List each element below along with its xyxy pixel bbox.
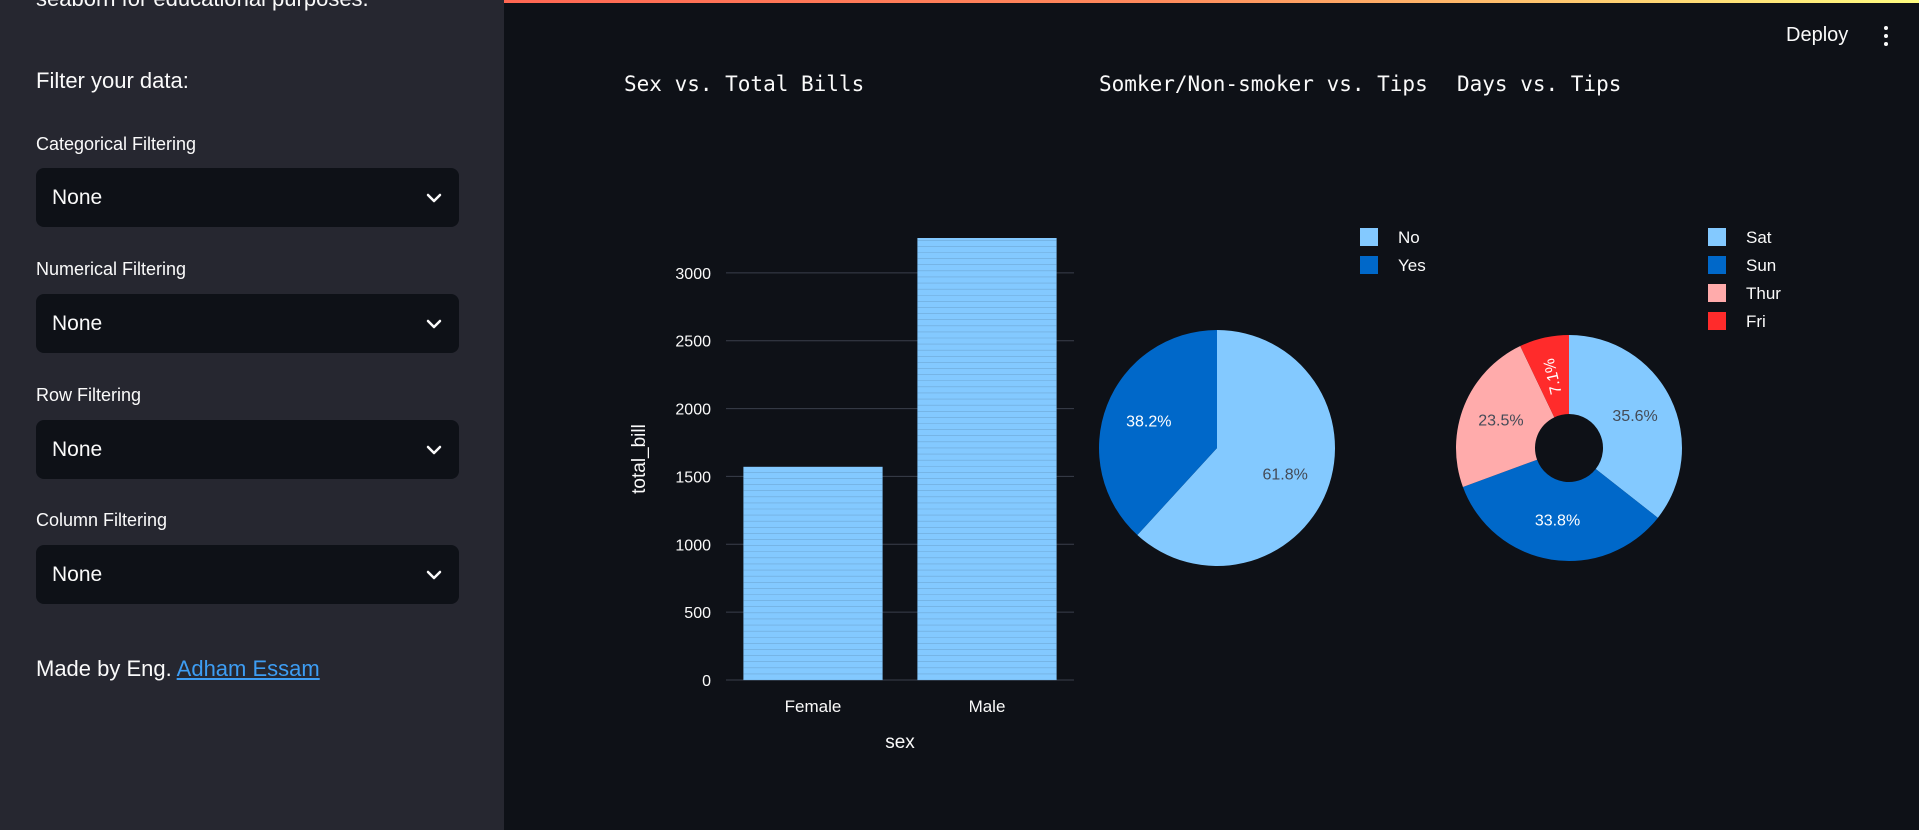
chevron-down-icon <box>425 566 443 584</box>
pie-slice-sat[interactable] <box>1569 335 1682 518</box>
slice-value-label: 38.2% <box>1126 413 1171 430</box>
slice-value-label: 23.5% <box>1478 412 1523 429</box>
legend-label: Thur <box>1746 284 1781 303</box>
legend-swatch <box>1708 228 1726 246</box>
legend-label: No <box>1398 228 1420 247</box>
legend-label: Sat <box>1746 228 1772 247</box>
y-tick-label: 0 <box>702 673 711 690</box>
bar-chart-title: Sex vs. Total Bills <box>624 72 865 96</box>
chevron-down-icon <box>425 189 443 207</box>
chevron-down-icon <box>425 315 443 333</box>
column-filter-label: Column Filtering <box>36 510 168 530</box>
y-tick-label: 500 <box>684 605 711 622</box>
row-filter-select[interactable]: None <box>36 420 459 479</box>
categorical-filter-label: Categorical Filtering <box>36 134 197 154</box>
y-axis-title: total_bill <box>629 424 650 494</box>
slice-value-label: 61.8% <box>1263 467 1308 484</box>
select-value: None <box>52 185 103 209</box>
legend-swatch <box>1360 228 1378 246</box>
main-menu-icon[interactable] <box>1874 22 1898 50</box>
y-tick-label: 2500 <box>675 334 711 351</box>
bar-male[interactable] <box>917 238 1057 680</box>
deploy-button[interactable]: Deploy <box>1786 23 1849 46</box>
filter-heading: Filter your data: <box>36 68 189 93</box>
x-axis-title: sex <box>885 732 915 753</box>
select-value: None <box>52 562 103 586</box>
numerical-filter-label: Numerical Filtering <box>36 259 187 279</box>
sidebar: seaborn for educational purposes. Filter… <box>0 0 504 830</box>
smoker-pie-chart: 61.8% 38.2% No Yes <box>1099 228 1426 566</box>
categorical-filter-select[interactable]: None <box>36 168 459 227</box>
top-decoration-bar <box>0 0 1919 3</box>
author-link[interactable]: Adham Essam <box>176 656 320 681</box>
sidebar-description: seaborn for educational purposes. <box>36 0 369 12</box>
y-tick-label: 3000 <box>675 266 711 283</box>
y-tick-label: 1500 <box>675 469 711 486</box>
numerical-filter-select[interactable]: None <box>36 294 459 353</box>
legend-label: Sun <box>1746 256 1776 275</box>
x-tick-label: Male <box>969 697 1006 716</box>
pie-slice-sun[interactable] <box>1462 459 1658 561</box>
x-tick-label: Female <box>785 697 842 716</box>
pie-slice-thur[interactable] <box>1456 346 1555 487</box>
days-pie-title: Days vs. Tips <box>1457 72 1622 96</box>
legend-swatch <box>1360 256 1378 274</box>
bar-chart: 0 500 1000 1500 2000 2500 3000 Female Male sex tot… <box>629 238 1074 753</box>
select-value: None <box>52 437 103 461</box>
legend-label: Yes <box>1398 256 1426 275</box>
chevron-down-icon <box>425 441 443 459</box>
pie-slice-yes[interactable] <box>1099 330 1217 536</box>
legend-swatch <box>1708 284 1726 302</box>
legend-swatch <box>1708 312 1726 330</box>
y-tick-label: 2000 <box>675 402 711 419</box>
y-tick-label: 1000 <box>675 537 711 554</box>
legend-swatch <box>1708 256 1726 274</box>
credit-prefix: Made by Eng. <box>36 656 177 681</box>
select-value: None <box>52 311 103 335</box>
slice-value-label: 35.6% <box>1612 408 1657 425</box>
legend-label: Fri <box>1746 312 1766 331</box>
column-filter-select[interactable]: None <box>36 545 459 604</box>
pie-slice-no[interactable] <box>1137 330 1335 566</box>
row-filter-label: Row Filtering <box>36 385 142 405</box>
smoker-pie-title: Somker/Non-smoker vs. Tips <box>1099 72 1428 96</box>
slice-value-label: 33.8% <box>1535 513 1580 530</box>
bar-female[interactable] <box>743 466 883 680</box>
credit-text: Made by Eng. Adham Essam <box>36 656 320 682</box>
pie-slice-fri[interactable] <box>1520 335 1569 418</box>
